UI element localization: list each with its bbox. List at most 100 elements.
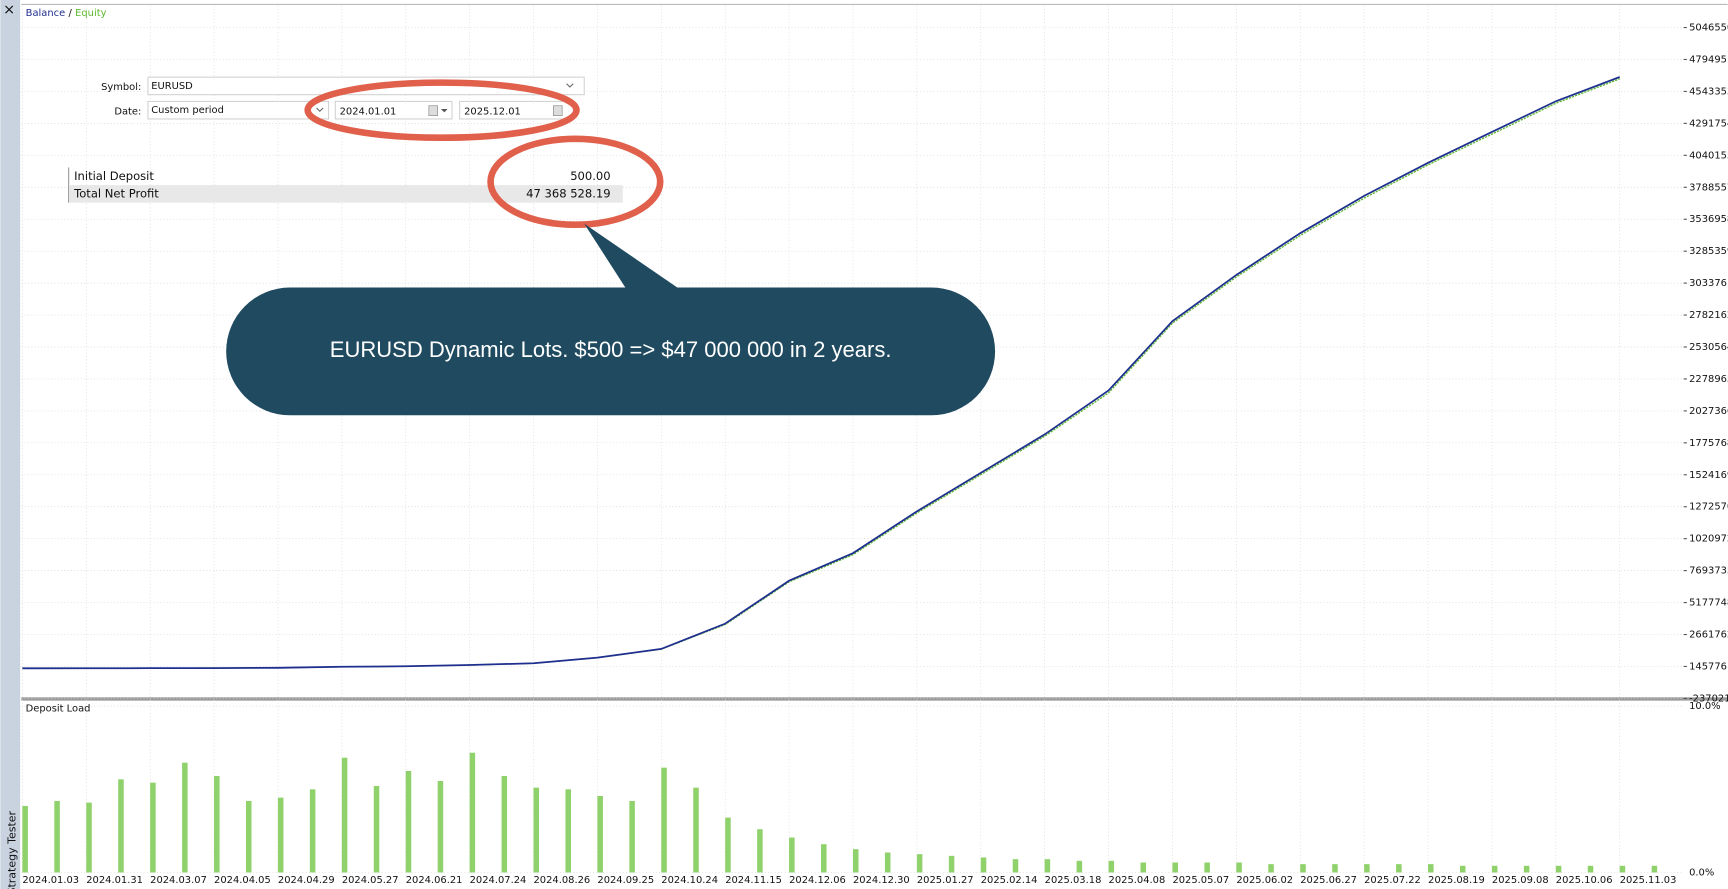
deposit-load-bar <box>948 855 955 873</box>
deposit-load-bar <box>1268 864 1274 873</box>
highlight-ellipse <box>304 79 580 142</box>
side-tab[interactable]: Strategy Tester <box>5 810 18 889</box>
deposit-load-bar <box>1555 865 1562 873</box>
y-tick-label: 32853599 <box>1689 246 1728 257</box>
legend-entry: Balance <box>26 8 66 19</box>
x-tick-label: 2025.01.27 <box>917 875 974 886</box>
deposit-load-bar <box>118 779 124 873</box>
x-tick-label: 2025.10.06 <box>1556 875 1613 886</box>
balance-line <box>22 76 1621 670</box>
deposit-load-bar <box>1012 859 1019 873</box>
x-tick-label: 2025.06.27 <box>1300 875 1357 886</box>
report-row-bg <box>69 185 623 203</box>
highlight-ellipse <box>487 135 664 229</box>
calendar-icon[interactable] <box>553 105 563 116</box>
deposit-load-bar <box>1364 864 1370 873</box>
y-tick-label: 30337612 <box>1689 278 1728 289</box>
symbol-label: Symbol: <box>101 82 141 93</box>
x-tick-label: 2024.08.26 <box>534 875 591 886</box>
x-tick-label: 2025.11.03 <box>1620 875 1677 886</box>
deposit-load-bar <box>182 762 188 873</box>
y-tick-label: 17757680 <box>1689 438 1728 449</box>
deposit-load-bar <box>277 797 284 873</box>
y-tick-label: 35369585 <box>1689 214 1728 225</box>
y-tick-label: 10.0% <box>1689 701 1720 712</box>
from-date[interactable] <box>334 100 453 120</box>
deposit-load-bar <box>693 787 699 873</box>
y-tick-label: 15241694 <box>1689 470 1728 481</box>
x-tick-label: 2024.11.15 <box>725 875 782 886</box>
deposit-load-bar <box>629 800 635 873</box>
y-tick-label: 2661762 <box>1689 630 1728 641</box>
dropdown-arrow <box>566 83 574 88</box>
close-button[interactable]: × <box>3 2 15 18</box>
deposit-load-bar <box>1172 862 1178 873</box>
period-select[interactable] <box>147 100 330 120</box>
deposit-load-bar <box>214 775 220 873</box>
y-tick-label: 20273667 <box>1689 406 1728 417</box>
report-value: 500.00 <box>570 169 610 183</box>
dropdown-arrow <box>440 109 448 113</box>
deposit-load-bar <box>1587 865 1594 873</box>
report-label: Total Net Profit <box>73 186 159 200</box>
deposit-load-bar <box>1619 865 1626 873</box>
deposit-load-bar <box>661 767 667 873</box>
deposit-load-bar <box>54 800 60 873</box>
to-date-value: 2025.12.01 <box>464 106 521 117</box>
report-label: Initial Deposit <box>74 169 154 183</box>
deposit-load-bar <box>150 782 156 873</box>
deposit-load-bar <box>916 854 923 873</box>
legend: Balance / Equity <box>26 8 107 19</box>
y-tick-label: -2370211 <box>1689 693 1728 704</box>
deposit-load-bar <box>1523 865 1530 873</box>
x-tick-label: 2024.03.07 <box>150 875 207 886</box>
y-tick-label: 47949517 <box>1689 54 1728 65</box>
y-tick-label: 10209721 <box>1689 534 1728 545</box>
deposit-load-bar <box>22 805 28 873</box>
deposit-load-bar <box>1076 860 1083 873</box>
deposit-load-bar <box>341 757 348 873</box>
y-tick-label: 25305640 <box>1689 342 1728 353</box>
x-tick-label: 2024.12.06 <box>789 875 846 886</box>
y-tick-label: 0.0% <box>1689 867 1714 878</box>
date-label: Date: <box>114 106 141 117</box>
x-tick-label: 2025.06.02 <box>1236 875 1293 886</box>
dropdown-arrow <box>316 107 324 113</box>
deposit-load-bar <box>852 849 859 873</box>
deposit-load-bar <box>533 787 540 873</box>
deposit-load-bar <box>1491 865 1498 873</box>
x-tick-label: 2024.01.31 <box>86 875 143 886</box>
deposit-load-bar <box>437 780 444 873</box>
y-tick-label: 40401558 <box>1689 150 1728 161</box>
deposit-load-bar <box>373 785 380 873</box>
deposit-load-bar <box>884 852 891 873</box>
deposit-load-bar <box>405 771 412 873</box>
x-tick-label: 2024.07.24 <box>470 875 527 886</box>
legend-separator: / <box>68 8 72 19</box>
deposit-load-bar <box>821 844 827 873</box>
deposit-load-bar <box>1044 859 1051 873</box>
y-tick-label: 37885572 <box>1689 182 1728 193</box>
callout-pointer <box>584 223 679 289</box>
callout-text: EURUSD Dynamic Lots. $500 => $47 000 000… <box>330 337 892 362</box>
deposit-load-bar <box>1332 864 1338 873</box>
calendar-icon[interactable] <box>428 105 439 116</box>
x-tick-label: 2024.09.25 <box>597 875 654 886</box>
x-tick-label: 2025.03.18 <box>1045 875 1102 886</box>
x-tick-label: 2025.08.19 <box>1428 875 1485 886</box>
x-tick-label: 2025.05.07 <box>1172 875 1229 886</box>
deposit-load-bar <box>725 817 731 873</box>
callout <box>226 287 996 416</box>
deposit-load-bar <box>245 800 252 873</box>
deposit-load-bar <box>1236 862 1242 873</box>
y-tick-label: 22789653 <box>1689 374 1728 385</box>
x-tick-label: 2024.05.27 <box>342 875 399 886</box>
period-value: Custom period <box>151 105 224 116</box>
deposit-load-bar <box>1204 862 1210 873</box>
deposit-load-bar <box>1651 865 1658 873</box>
x-tick-label: 2025.04.08 <box>1109 875 1166 886</box>
y-tick-label: 12725708 <box>1689 502 1728 513</box>
